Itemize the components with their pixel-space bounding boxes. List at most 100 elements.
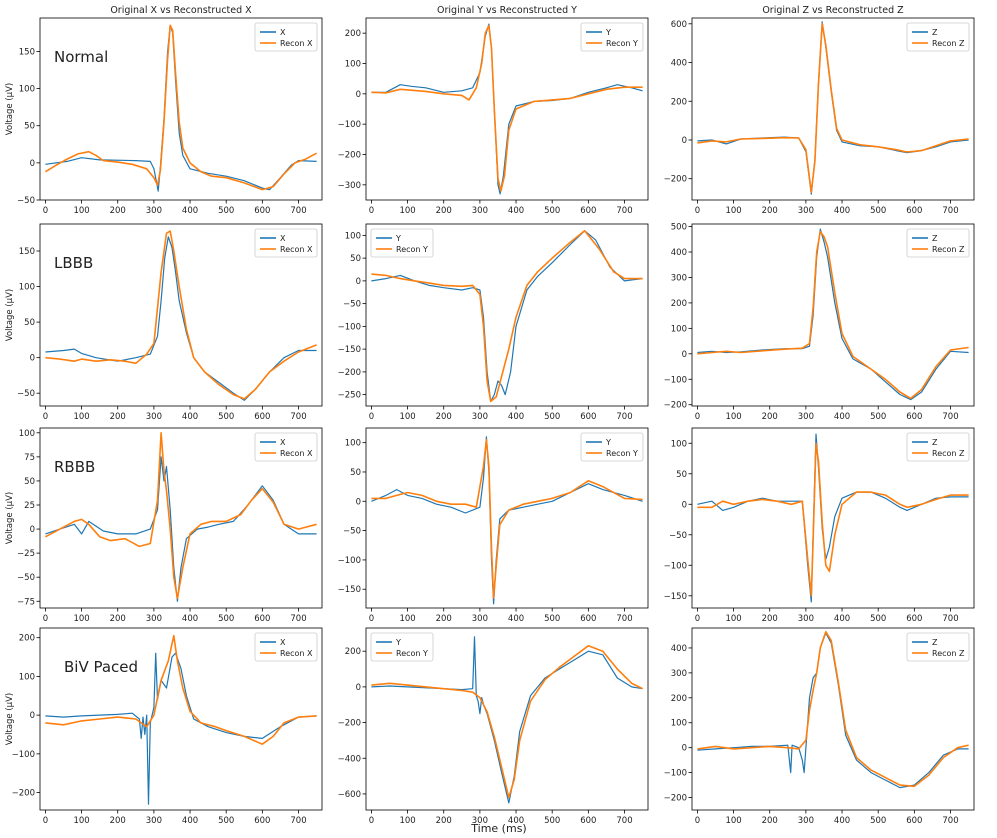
y-tick-label: −50 <box>17 389 35 399</box>
x-tick-label: 200 <box>762 412 778 422</box>
x-tick-label: 200 <box>762 816 778 826</box>
y-tick-label: 50 <box>24 122 35 132</box>
chart-panel-7: 0 100 200 300 400 500 600 700 −75 −50 −25 0 25 50 75 10… <box>5 427 323 624</box>
legend-entry: Y <box>605 28 611 37</box>
legend: Y Recon Y <box>370 228 434 258</box>
x-tick-label: 600 <box>254 614 270 624</box>
x-tick-label: 200 <box>110 816 126 826</box>
plot-frame <box>365 627 649 811</box>
x-tick-label: 100 <box>73 412 89 422</box>
y-tick-label: −200 <box>664 401 687 411</box>
y-tick-label: 100 <box>345 60 361 70</box>
x-tick-label: 700 <box>290 816 306 826</box>
x-tick-label: 700 <box>290 614 306 624</box>
legend: X Recon X <box>254 22 318 52</box>
y-tick-label: 100 <box>19 429 35 439</box>
x-tick-label: 600 <box>254 816 270 826</box>
series-line-reconstructed <box>371 645 643 799</box>
legend-entry: X <box>280 638 286 647</box>
y-tick-label: 200 <box>671 97 687 107</box>
legend-box <box>906 632 970 662</box>
x-tick-label: 400 <box>834 412 850 422</box>
plot-frame <box>691 427 975 609</box>
x-tick-label: 0 <box>695 206 700 216</box>
chart-panel-3: 0 100 200 300 400 500 600 700 −200 0 200 400 600 Orig… <box>664 5 975 216</box>
y-tick-label: 300 <box>671 669 687 679</box>
legend: X Recon X <box>254 632 318 662</box>
chart-title: Original X vs Reconstructed X <box>110 5 252 16</box>
x-tick-label: 0 <box>369 816 374 826</box>
y-tick-label: 300 <box>671 273 687 283</box>
y-tick-label: −25 <box>17 549 35 559</box>
legend-entry: X <box>280 234 286 243</box>
x-tick-label: 100 <box>73 816 89 826</box>
x-tick-label: 500 <box>218 206 234 216</box>
series-line-reconstructed <box>45 432 317 600</box>
plot-frame <box>691 627 975 811</box>
y-axis-label: Voltage (µV) <box>5 492 15 544</box>
y-tick-label: 0 <box>682 500 687 510</box>
x-tick-label: 100 <box>725 816 741 826</box>
y-tick-label: 100 <box>671 324 687 334</box>
legend-entry: Y <box>395 234 401 243</box>
y-tick-label: 150 <box>19 47 35 57</box>
legend: Z Recon Z <box>906 432 970 462</box>
legend-entry: Y <box>605 438 611 447</box>
legend-box <box>254 432 318 462</box>
y-tick-label: −600 <box>338 790 361 800</box>
legend: X Recon X <box>254 228 318 258</box>
y-tick-label: 100 <box>19 85 35 95</box>
plot-frame <box>691 223 975 407</box>
series-line-original <box>45 652 317 805</box>
x-tick-label: 300 <box>146 412 162 422</box>
legend-entry: Z <box>932 438 938 447</box>
legend-entry: Recon Y <box>606 39 638 48</box>
y-tick-label: 0 <box>682 744 687 754</box>
legend-box <box>906 22 970 52</box>
legend-entry: Recon Y <box>606 449 638 458</box>
legend-entry: Recon Z <box>932 449 965 458</box>
legend-box <box>254 22 318 52</box>
y-tick-label: 200 <box>19 634 35 644</box>
x-tick-label: 0 <box>369 412 374 422</box>
y-tick-label: 0 <box>356 683 361 693</box>
legend-box <box>580 432 644 462</box>
y-tick-label: −400 <box>338 754 361 764</box>
x-tick-label: 500 <box>544 412 560 422</box>
x-tick-label: 500 <box>218 614 234 624</box>
y-tick-label: −100 <box>664 561 687 571</box>
y-tick-label: −100 <box>338 322 361 332</box>
plot-frame <box>365 427 649 609</box>
x-tick-label: 300 <box>798 816 814 826</box>
y-tick-label: −250 <box>338 391 361 401</box>
x-tick-label: 0 <box>695 412 700 422</box>
series-line-reconstructed <box>371 24 643 192</box>
y-tick-label: 25 <box>24 501 35 511</box>
y-tick-label: 400 <box>671 248 687 258</box>
x-tick-label: 700 <box>616 206 632 216</box>
x-tick-label: 100 <box>399 206 415 216</box>
x-tick-label: 700 <box>290 206 306 216</box>
legend-box <box>254 632 318 662</box>
chart-panel-4: 0 100 200 300 400 500 600 700 −50 0 50 100 150 LBBB Vo… <box>5 223 323 422</box>
x-tick-label: 100 <box>399 614 415 624</box>
legend-entry: Recon X <box>280 39 313 48</box>
legend-entry: Y <box>395 638 401 647</box>
x-tick-label: 600 <box>906 412 922 422</box>
x-tick-label: 300 <box>798 412 814 422</box>
x-tick-label: 700 <box>942 412 958 422</box>
row-label: RBBB <box>54 458 95 476</box>
legend-box <box>580 22 644 52</box>
legend-entry: Recon X <box>280 245 313 254</box>
x-tick-label: 500 <box>870 206 886 216</box>
plot-frame <box>39 627 323 811</box>
plot-frame <box>691 17 975 201</box>
x-tick-label: 400 <box>182 412 198 422</box>
legend: Z Recon Z <box>906 228 970 258</box>
legend-box <box>370 632 434 662</box>
y-tick-label: −200 <box>338 151 361 161</box>
legend: Y Recon Y <box>580 22 644 52</box>
x-tick-label: 300 <box>146 816 162 826</box>
x-tick-label: 500 <box>544 206 560 216</box>
